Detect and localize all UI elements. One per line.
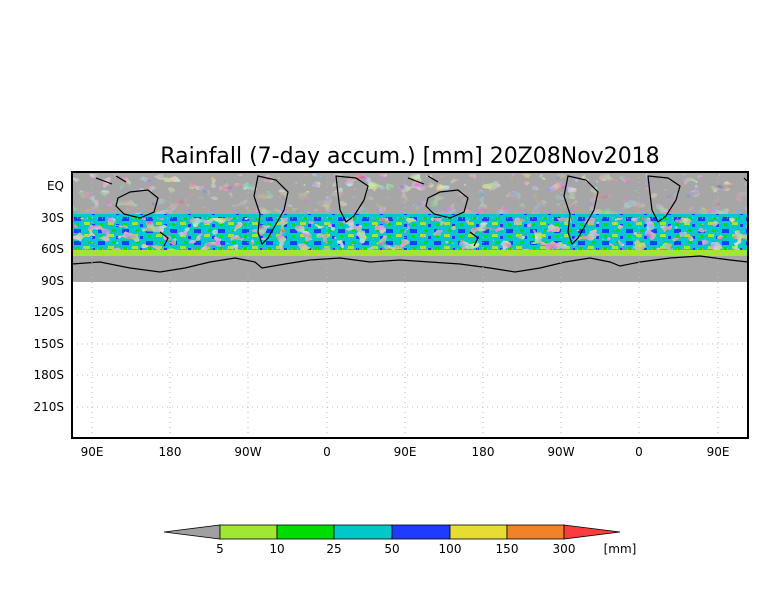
lon-label: 0 (635, 445, 643, 459)
lon-label: 90W (234, 445, 261, 459)
map-title: Rainfall (7-day accum.) [mm] 20Z08Nov201… (160, 144, 659, 169)
latitude-labels: EQ 30S 60S 90S 120S 150S 180S 210S (33, 179, 64, 414)
rainfall-field (72, 174, 748, 258)
lon-label: 90W (547, 445, 574, 459)
lon-label: 180 (159, 445, 182, 459)
lat-label: 90S (41, 274, 64, 288)
colorbar-segment (219, 524, 278, 540)
colorbar-segment (449, 524, 508, 540)
antarctica-no-data (72, 256, 748, 282)
coastlines (72, 175, 748, 273)
colorbar-segment (276, 524, 335, 540)
lat-label: 150S (33, 337, 64, 351)
colorbar-tick-label: 100 (439, 542, 462, 556)
colorbar-segment (333, 524, 393, 540)
colorbar-tick-label: 150 (496, 542, 519, 556)
longitude-labels: 90E 180 90W 0 90E 180 90W 0 90E (81, 445, 730, 459)
lat-label: 120S (33, 305, 64, 319)
lat-label: 30S (41, 211, 64, 225)
colorbar-tick-label: 25 (326, 542, 341, 556)
map-frame (71, 171, 749, 439)
colorbar-segment (391, 524, 451, 540)
colorbar-tick-label: 10 (269, 542, 284, 556)
colorbar-min-arrow (163, 524, 221, 540)
lon-label: 90E (81, 445, 104, 459)
lon-label: 180 (472, 445, 495, 459)
lat-label: EQ (47, 179, 64, 193)
lon-label: 0 (323, 445, 331, 459)
colorbar-tick-label: 300 (553, 542, 576, 556)
lon-label: 90E (707, 445, 730, 459)
lat-label: 180S (33, 368, 64, 382)
colorbar-max-arrow (563, 524, 621, 540)
colorbar-tick-label: 50 (384, 542, 399, 556)
map-panel (72, 172, 748, 438)
colorbar-segment (506, 524, 565, 540)
lat-label: 210S (33, 400, 64, 414)
lon-label: 90E (394, 445, 417, 459)
colorbar: 5 10 25 50 100 150 300 [mm] (163, 524, 637, 556)
colorbar-unit-label: [mm] (604, 542, 637, 556)
lat-label: 60S (41, 242, 64, 256)
colorbar-tick-label: 5 (216, 542, 224, 556)
